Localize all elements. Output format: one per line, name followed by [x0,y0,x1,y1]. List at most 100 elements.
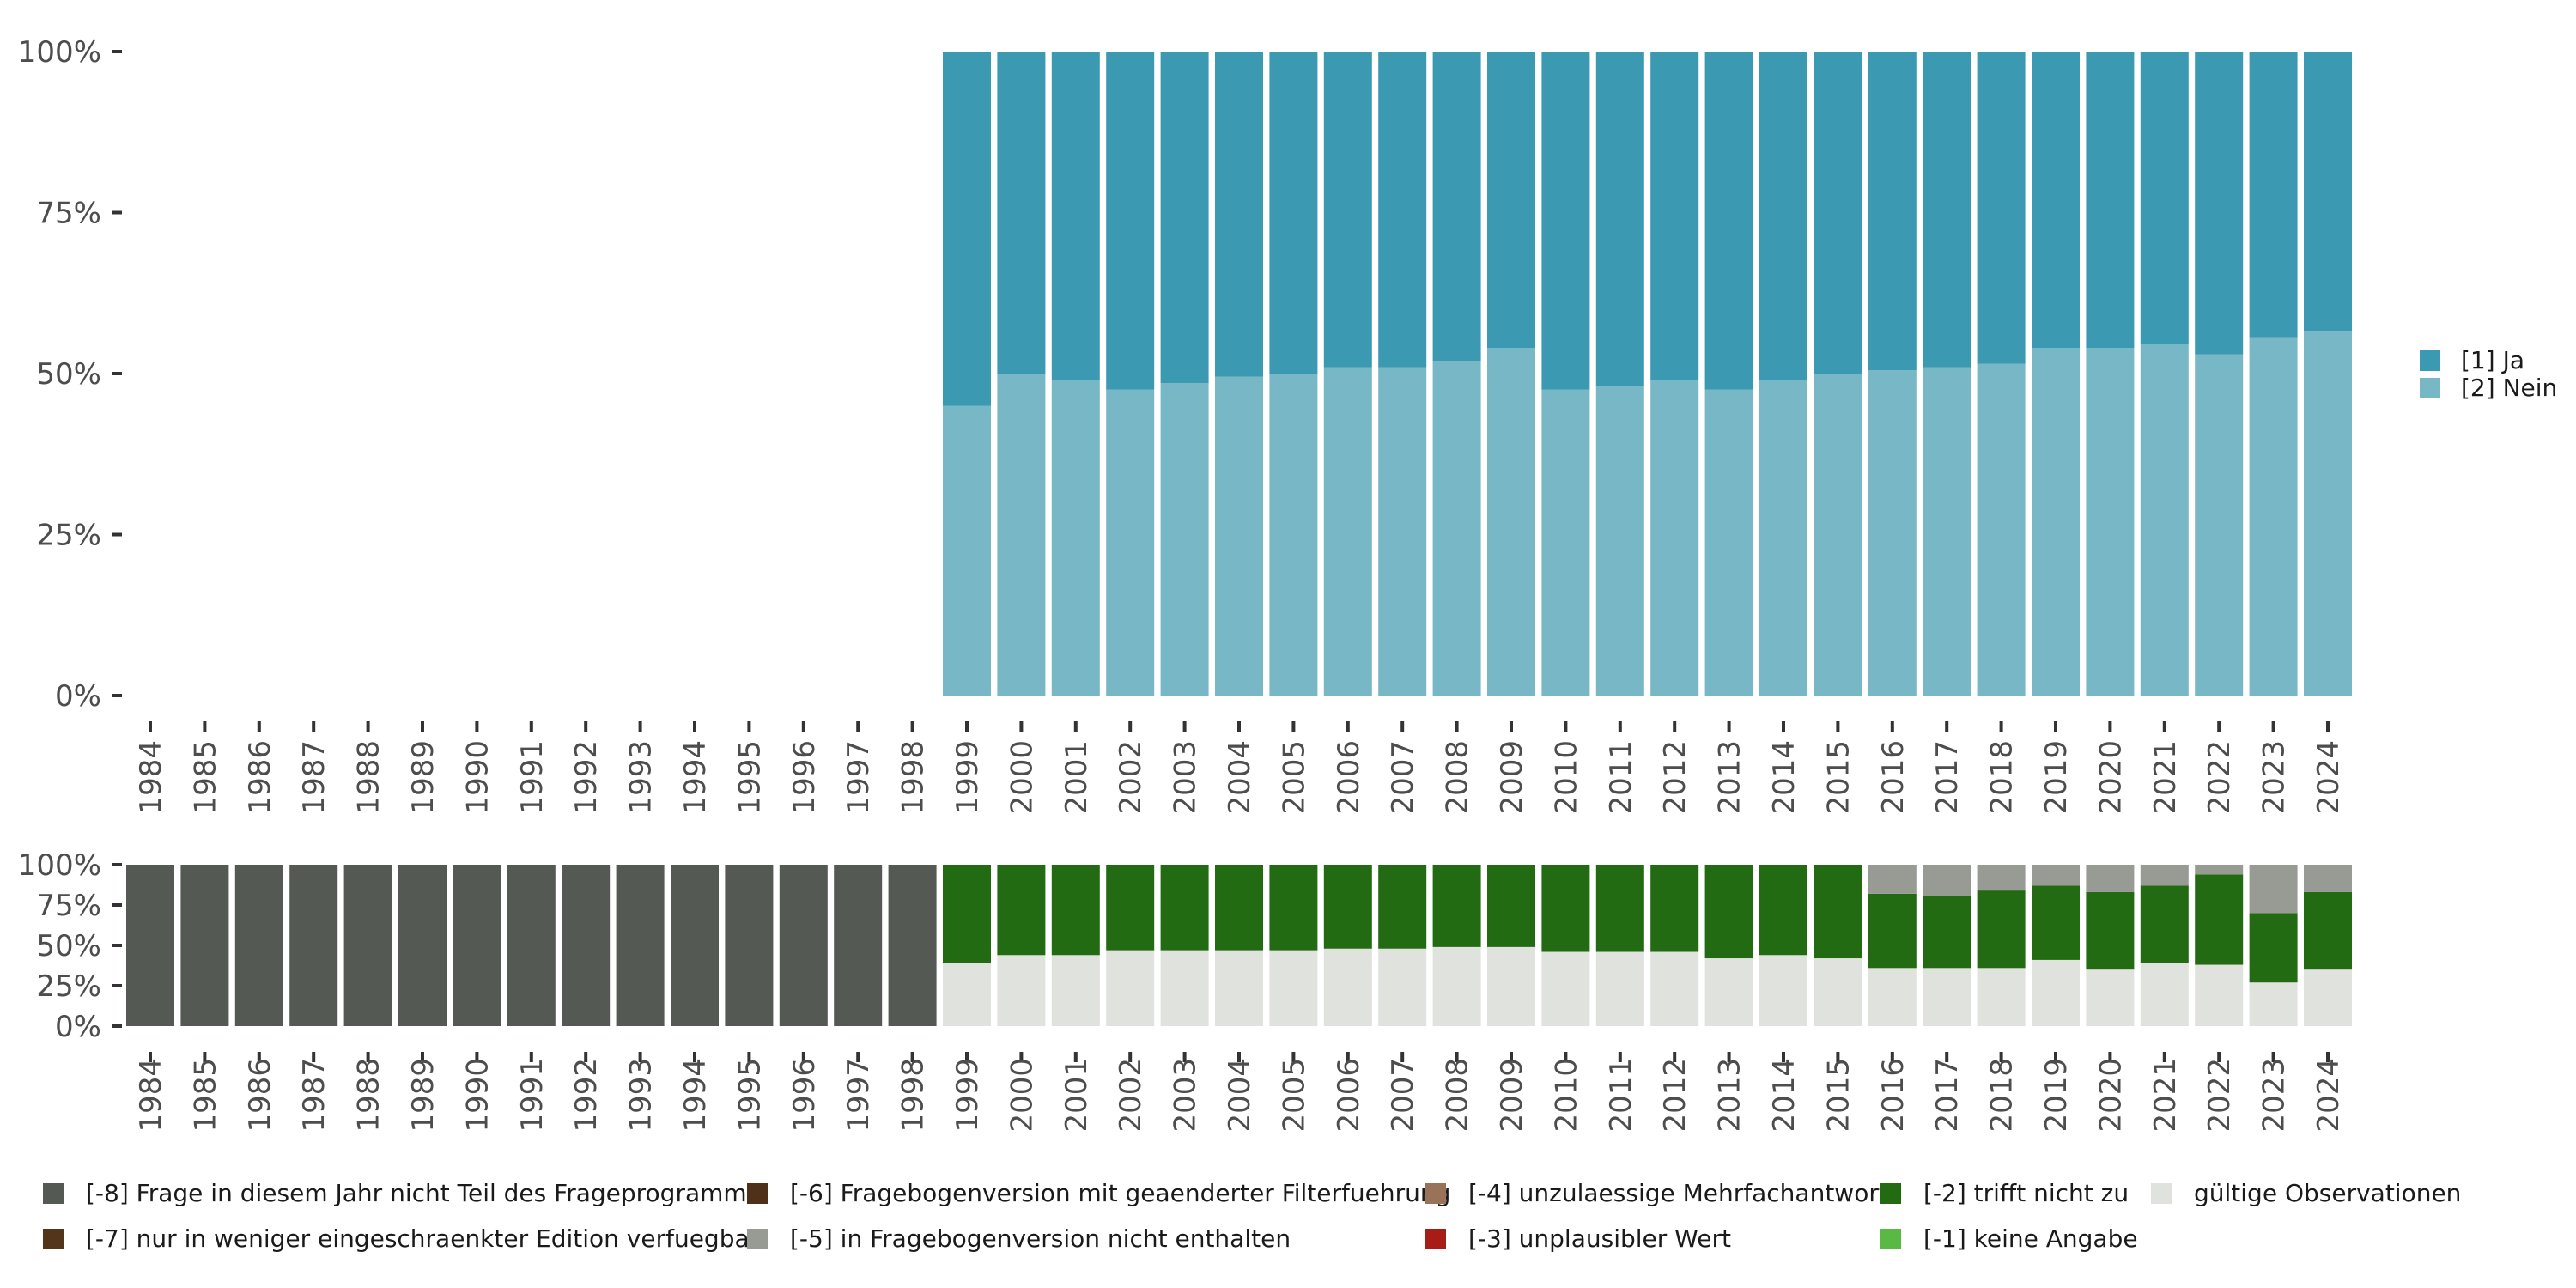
panel-1: 0% 25% 50% 75% 100% 1984 1985 1986 1987 1988 1989 1… [18,35,2352,815]
bar-2017--5-in-fragebogenversion-nicht-enthalten [1923,865,1971,896]
bar-2024-g-ltige-observationen [2304,969,2352,1026]
bar-2012--2-trifft-nicht-zu [1650,865,1699,952]
bar-2021--2-nein [2140,344,2189,696]
x-tick-label: 1988 [352,740,386,815]
bar-2013-g-ltige-observationen [1704,958,1753,1026]
x-tick-label: 2007 [1386,1058,1420,1133]
bar-2023--5-in-fragebogenversion-nicht-enthalten [2249,865,2298,914]
x-tick-label: 2010 [1549,1058,1583,1133]
bar-2018--2-nein [1977,363,2026,696]
y-tick-label: 75% [36,889,101,923]
bar-2022--2-nein [2195,354,2244,696]
x-tick-label: 1997 [841,740,876,815]
bar-2008--2-trifft-nicht-zu [1432,865,1481,947]
x-tick-label: 2015 [1821,740,1856,815]
bar-2002--1-ja [1106,52,1155,390]
legend-swatch [1880,1183,1901,1204]
x-tick-label: 1995 [732,1058,767,1133]
bar-2017--2-trifft-nicht-zu [1923,895,1971,969]
bar-2020--5-in-fragebogenversion-nicht-enthalten [2086,865,2135,892]
bar-2009--2-nein [1487,348,1535,696]
bar-2023--2-nein [2249,337,2298,696]
bar-2020--2-trifft-nicht-zu [2086,891,2135,970]
bar-1999--2-trifft-nicht-zu [943,865,991,963]
bar-2022--2-trifft-nicht-zu [2195,874,2244,965]
bar-2018-g-ltige-observationen [1977,968,2026,1026]
x-tick-label: 1987 [297,740,331,815]
bar-2008--1-ja [1432,52,1481,361]
legend-label: [-7] nur in weniger eingeschraenkter Edi… [86,1224,760,1253]
bar-2007-g-ltige-observationen [1378,948,1427,1026]
panel-2: 0% 25% 50% 75% 100% 1984 1985 1986 1987 1988 1989 1… [18,848,2352,1133]
bar-1992--8-frage-in-diesem-jahr-nicht-teil-des-frageprogramms [562,865,611,1026]
bar-2019--2-nein [2032,348,2080,696]
bar-2024--5-in-fragebogenversion-nicht-enthalten [2304,865,2352,892]
bar-2019-g-ltige-observationen [2032,959,2080,1026]
legend-swatch [2420,378,2440,398]
x-tick-label: 2022 [2202,1058,2237,1133]
x-tick-label: 2019 [2039,1058,2074,1133]
x-tick-label: 2023 [2257,740,2292,815]
bar-2015--1-ja [1814,52,1862,374]
y-tick-label: 25% [36,519,101,553]
bar-2024--2-trifft-nicht-zu [2304,891,2352,970]
bar-2005-g-ltige-observationen [1269,950,1318,1026]
bar-2008--2-nein [1432,361,1481,696]
x-tick-label: 2009 [1495,740,1529,815]
x-tick-label: 1987 [297,1058,331,1133]
x-tick-label: 2013 [1713,740,1747,815]
x-tick-label: 1988 [352,1058,386,1133]
bar-2021--2-trifft-nicht-zu [2140,885,2189,963]
legend-label: [-8] Frage in diesem Jahr nicht Teil des… [86,1179,759,1207]
bar-2006--1-ja [1323,52,1372,368]
bar-2003-g-ltige-observationen [1160,950,1209,1026]
x-tick-label: 1997 [841,1058,876,1133]
legend-top: [1] Ja[2] Nein [2420,346,2557,402]
x-tick-label: 2004 [1223,1058,1257,1133]
bar-2004--2-trifft-nicht-zu [1215,865,1263,951]
bar-2013--2-trifft-nicht-zu [1704,865,1753,959]
bar-2020-g-ltige-observationen [2086,969,2135,1026]
bar-2003--2-nein [1160,383,1209,696]
bar-2010--2-trifft-nicht-zu [1541,865,1590,952]
bar-2012--1-ja [1650,52,1699,380]
bar-2011--2-trifft-nicht-zu [1595,865,1644,952]
bar-2017--1-ja [1923,52,1971,368]
x-tick-label: 2001 [1060,1058,1094,1133]
bar-2022--1-ja [2195,52,2244,355]
bar-2016--1-ja [1868,52,1917,371]
x-tick-label: 1996 [787,740,822,815]
x-tick-label: 1989 [406,1058,440,1133]
x-tick-label: 2015 [1821,1058,1856,1133]
bar-2002--2-trifft-nicht-zu [1106,865,1155,951]
x-tick-label: 2013 [1713,1058,1747,1133]
bar-1987--8-frage-in-diesem-jahr-nicht-teil-des-frageprogramms [289,865,338,1026]
x-tick-label: 2011 [1604,1058,1638,1133]
x-tick-label: 2017 [1930,1058,1965,1133]
bar-2016--2-trifft-nicht-zu [1868,893,1917,969]
x-tick-label: 1992 [569,1058,604,1133]
bar-2009-g-ltige-observationen [1487,946,1535,1026]
bar-2005--2-trifft-nicht-zu [1269,865,1318,951]
x-tick-label: 2008 [1441,1058,1475,1133]
x-tick-label: 1994 [678,1058,713,1133]
bar-1999-g-ltige-observationen [943,963,991,1026]
legend-label: [1] Ja [2461,346,2524,374]
bar-2018--5-in-fragebogenversion-nicht-enthalten [1977,865,2026,891]
legend-swatch [1425,1183,1446,1204]
bar-2004--2-nein [1215,376,1263,696]
bar-2017--2-nein [1923,367,1971,696]
bar-2007--1-ja [1378,52,1427,368]
bar-2011-g-ltige-observationen [1595,951,1644,1026]
bar-1991--8-frage-in-diesem-jahr-nicht-teil-des-frageprogramms [507,865,556,1026]
bar-2006--2-trifft-nicht-zu [1323,865,1372,949]
x-tick-label: 1996 [787,1058,822,1133]
legend-label: [-1] keine Angabe [1923,1224,2138,1253]
bar-2016--2-nein [1868,370,1917,696]
y-tick-label: 100% [18,35,101,70]
bar-2009--2-trifft-nicht-zu [1487,865,1535,947]
x-tick-label: 1999 [951,1058,985,1133]
x-tick-label: 1990 [460,740,495,815]
legend-label: gültige Observationen [2194,1179,2461,1207]
legend-swatch [1880,1229,1901,1249]
